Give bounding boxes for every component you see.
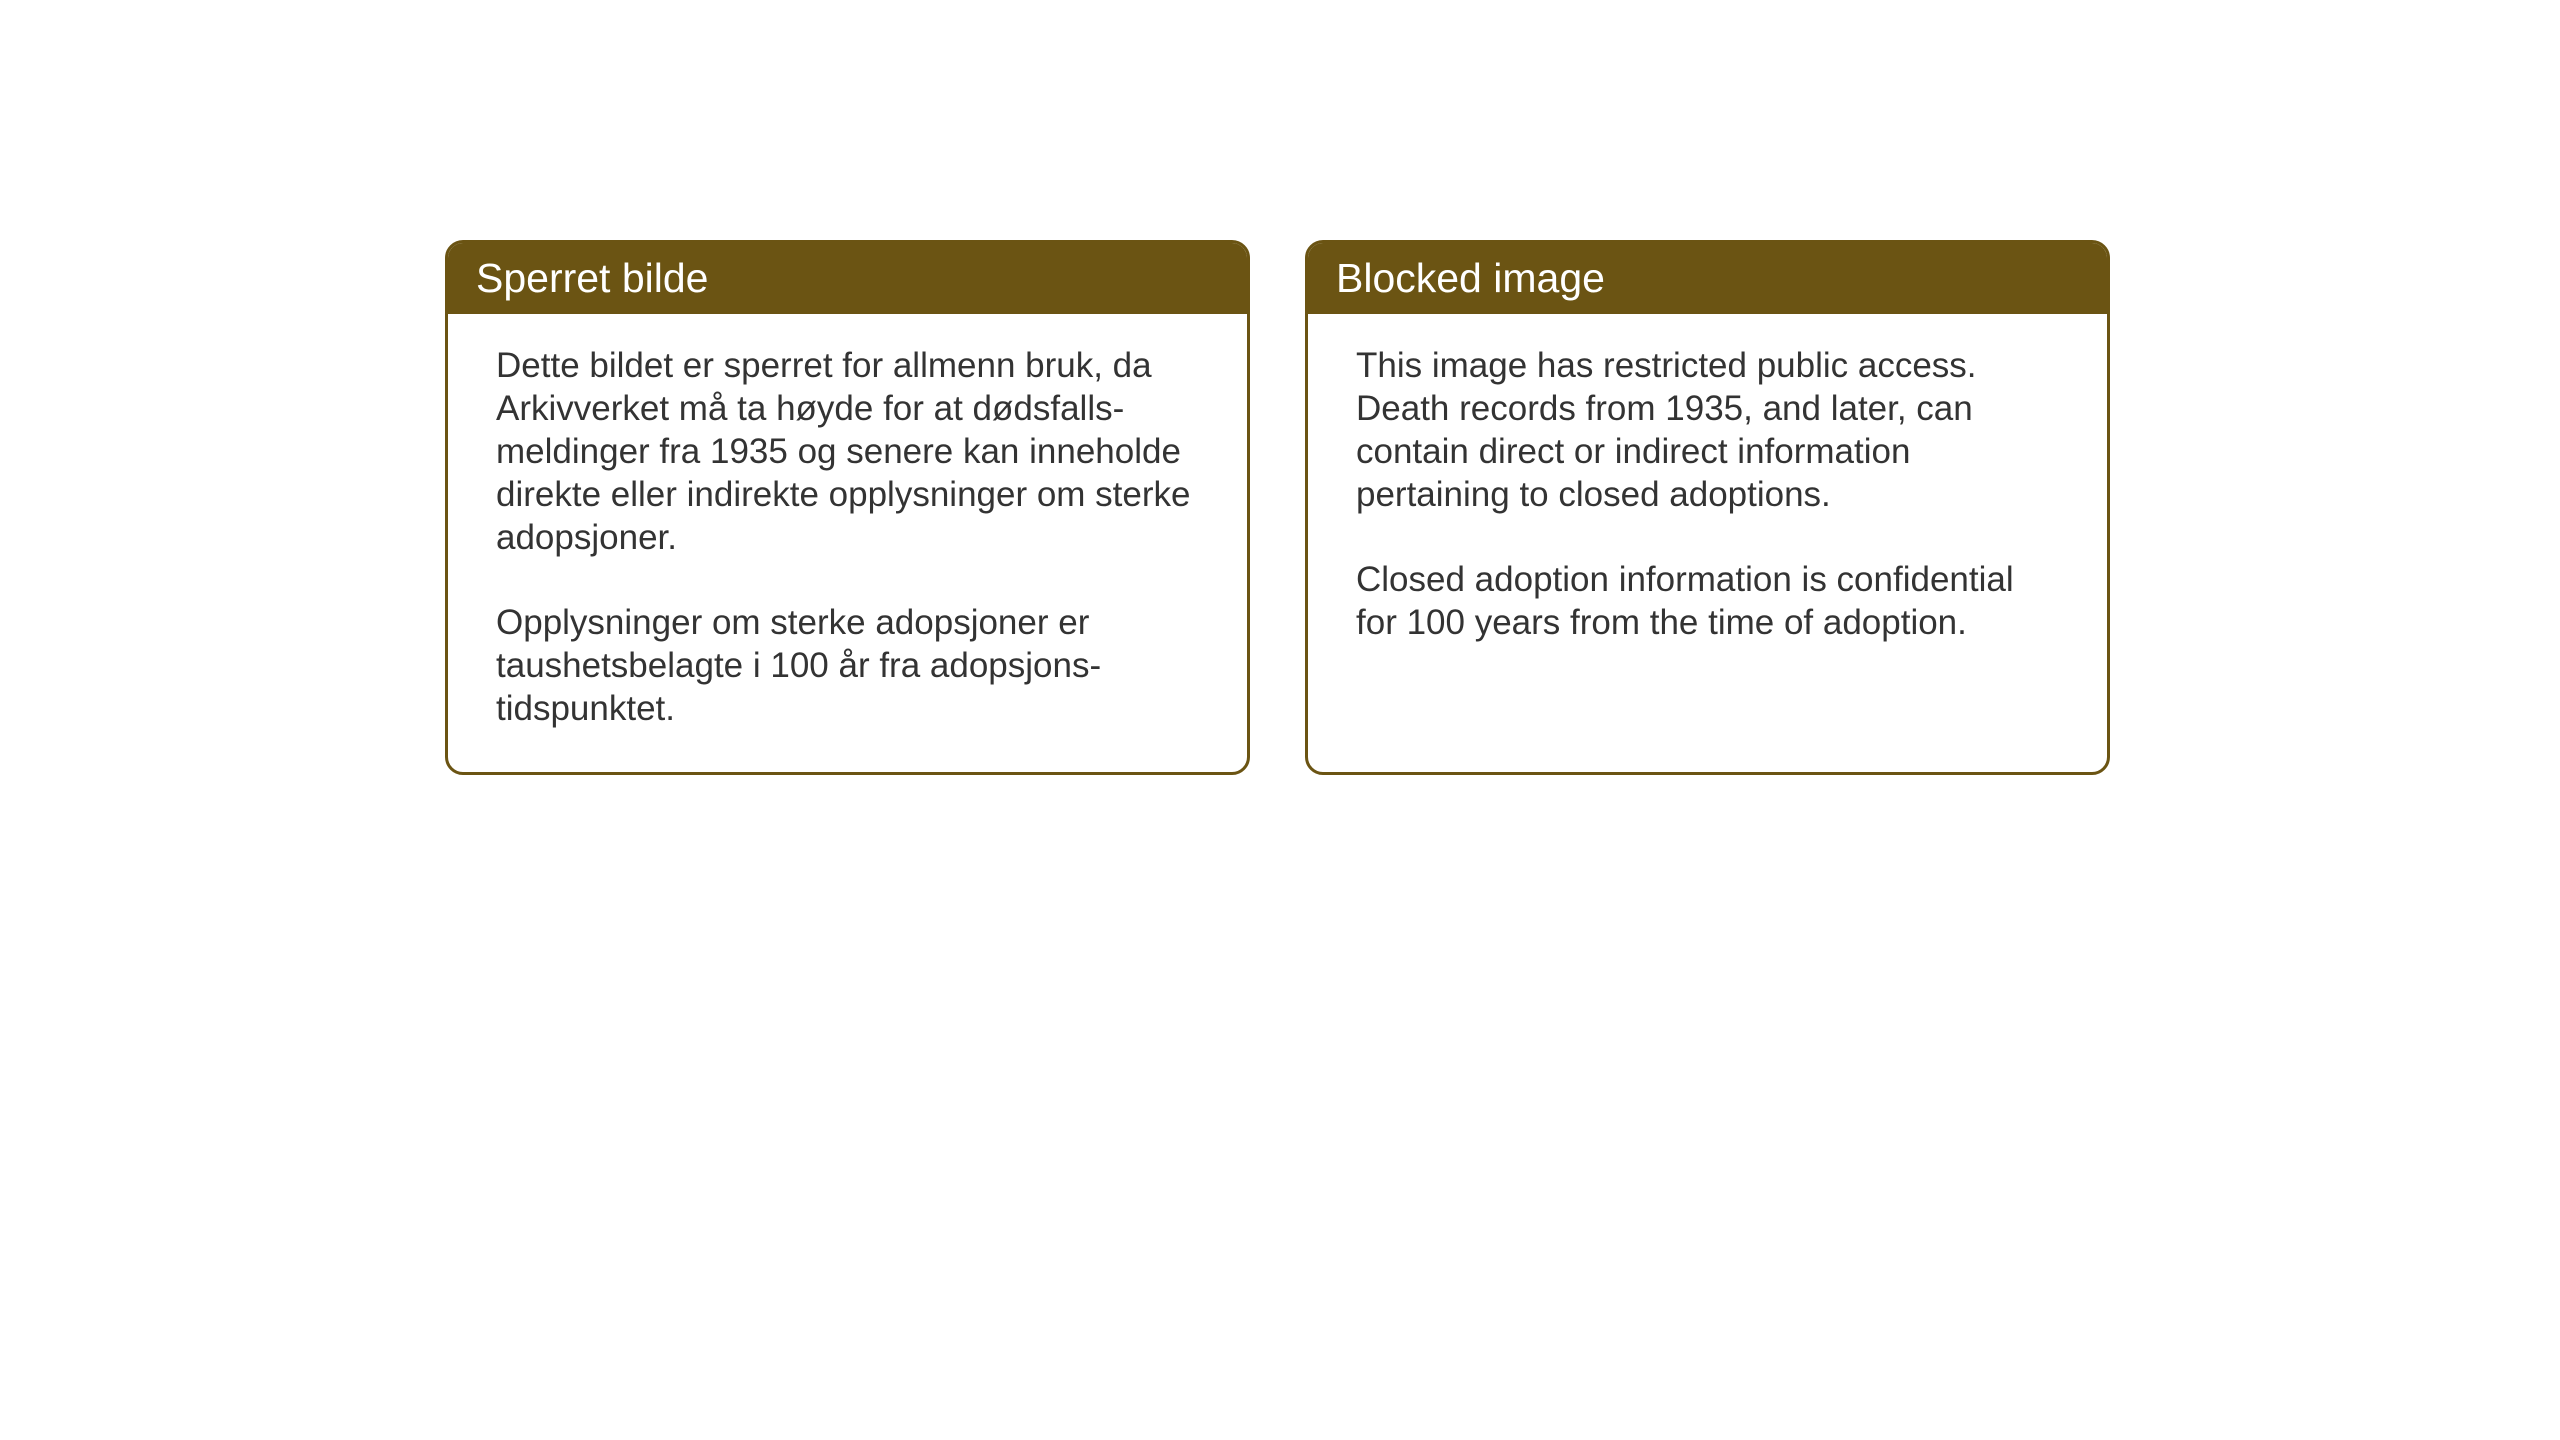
notice-header-norwegian: Sperret bilde xyxy=(448,243,1247,314)
notice-paragraph-1-english: This image has restricted public access.… xyxy=(1356,344,2059,516)
notice-paragraph-2-english: Closed adoption information is confident… xyxy=(1356,558,2059,644)
notice-body-english: This image has restricted public access.… xyxy=(1308,314,2107,686)
notice-header-english: Blocked image xyxy=(1308,243,2107,314)
notice-box-norwegian: Sperret bilde Dette bildet er sperret fo… xyxy=(445,240,1250,775)
notice-paragraph-1-norwegian: Dette bildet er sperret for allmenn bruk… xyxy=(496,344,1199,559)
notice-container: Sperret bilde Dette bildet er sperret fo… xyxy=(445,240,2110,775)
notice-box-english: Blocked image This image has restricted … xyxy=(1305,240,2110,775)
notice-body-norwegian: Dette bildet er sperret for allmenn bruk… xyxy=(448,314,1247,772)
notice-paragraph-2-norwegian: Opplysninger om sterke adopsjoner er tau… xyxy=(496,601,1199,730)
